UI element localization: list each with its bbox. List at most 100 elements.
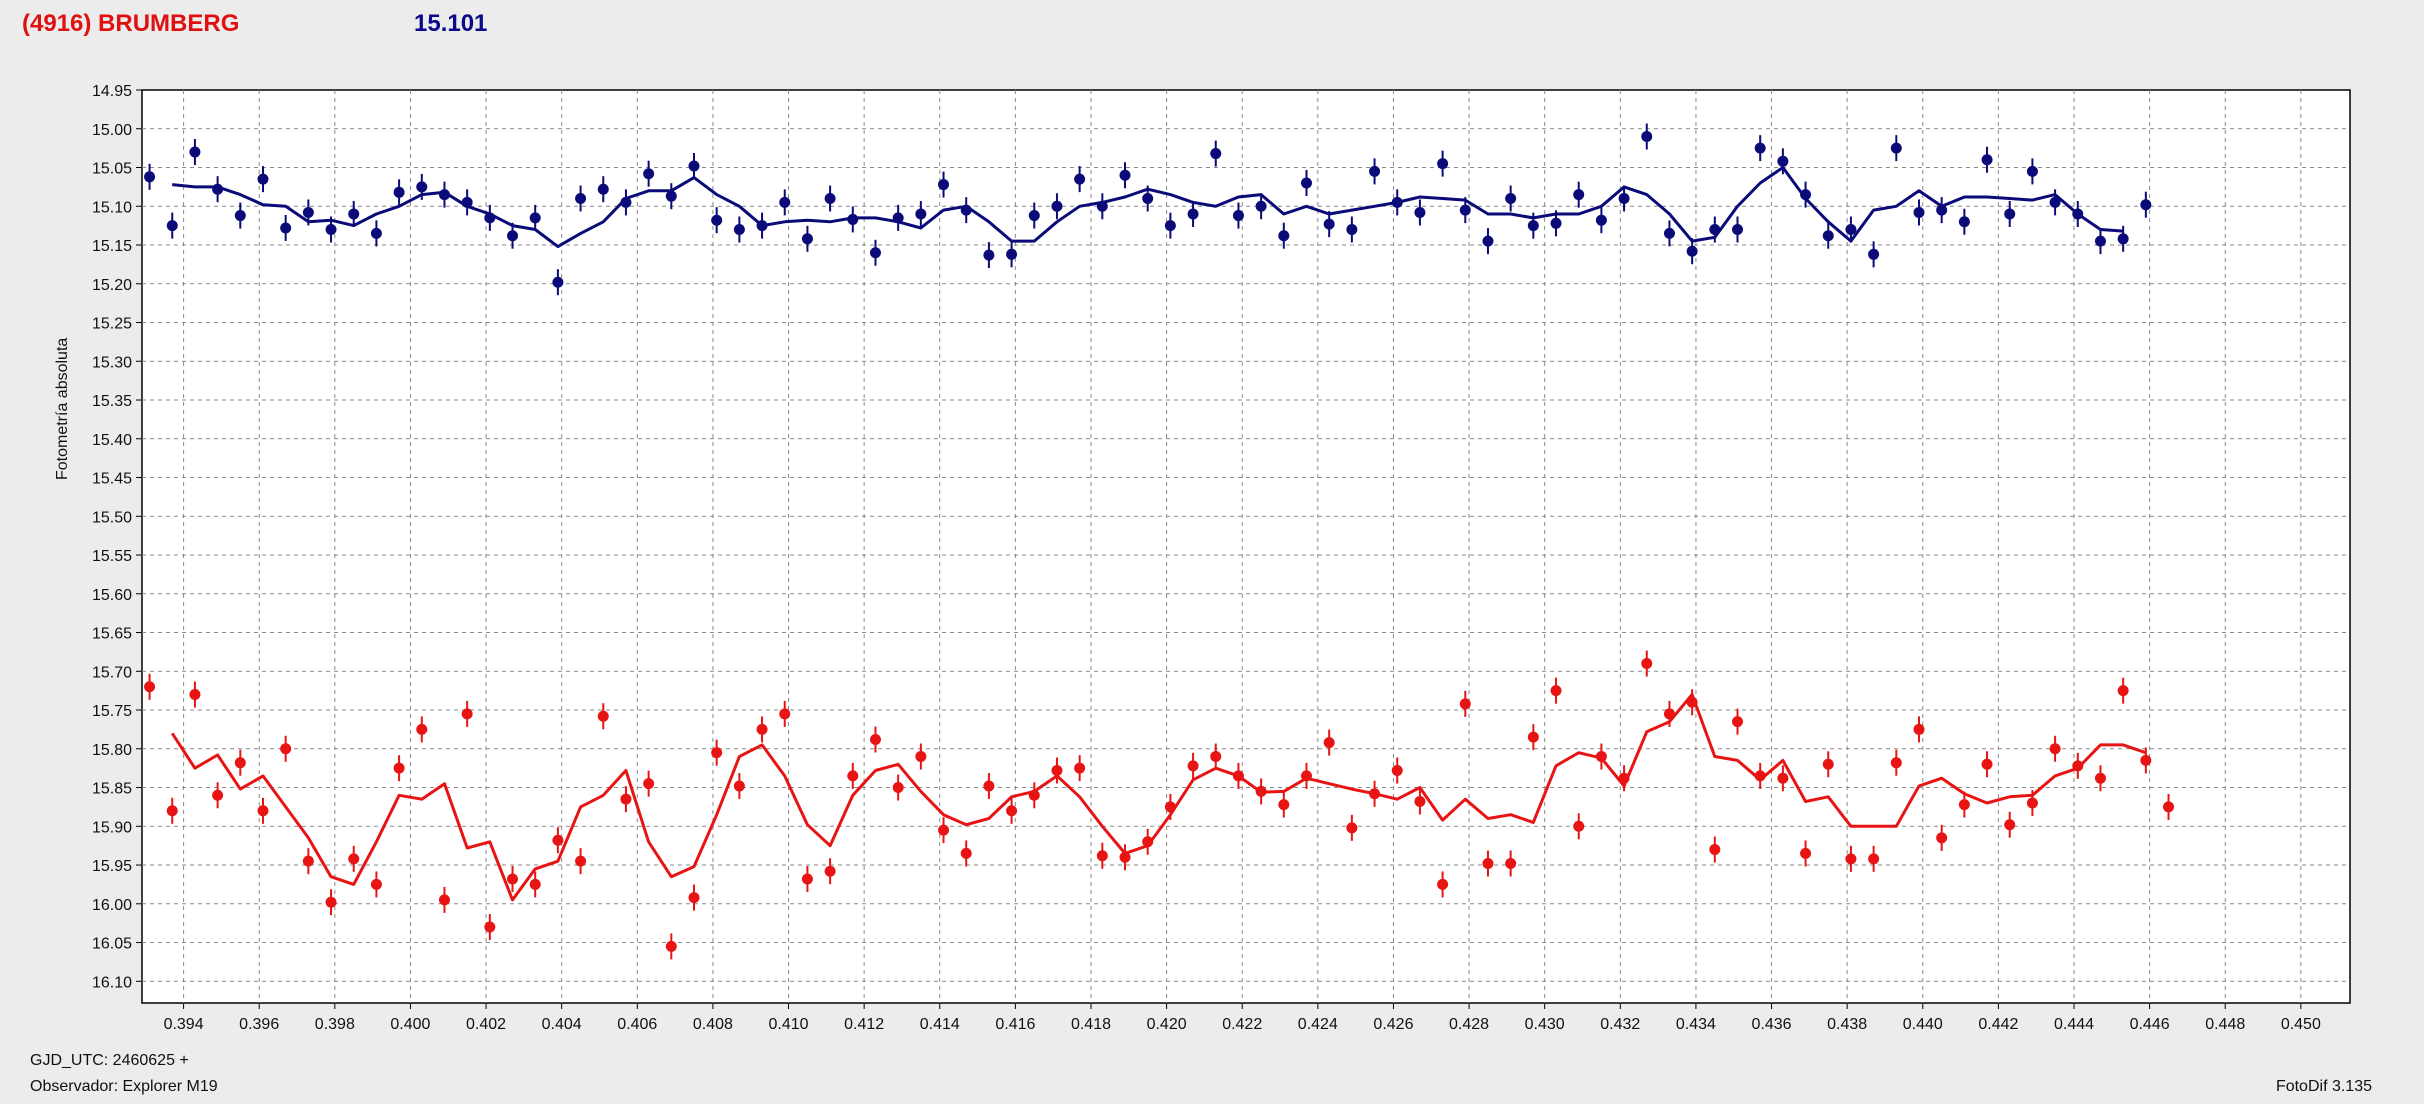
data-point <box>1732 216 1744 243</box>
point-marker <box>1595 751 1607 763</box>
data-point <box>1754 762 1766 789</box>
point-marker <box>1028 210 1040 222</box>
point-marker <box>257 805 269 817</box>
x-tick-label: 0.430 <box>1525 1016 1565 1033</box>
y-tick-label: 15.30 <box>92 354 132 371</box>
point-marker <box>1187 760 1199 772</box>
data-point <box>1414 788 1426 815</box>
data-point <box>1527 724 1539 751</box>
data-point <box>779 189 791 216</box>
data-point <box>983 242 995 269</box>
data-point <box>892 204 904 231</box>
data-point <box>1459 197 1471 224</box>
point-marker <box>665 190 677 202</box>
x-tick-label: 0.424 <box>1298 1016 1338 1033</box>
data-point <box>484 914 496 941</box>
data-point <box>1663 700 1675 727</box>
data-point <box>1618 765 1630 792</box>
data-point <box>1845 845 1857 872</box>
point-marker <box>1142 193 1154 205</box>
point-marker <box>688 160 700 172</box>
point-marker <box>824 193 836 205</box>
grid <box>142 90 2350 1003</box>
point-marker <box>416 181 428 193</box>
data-point <box>1527 212 1539 239</box>
data-point <box>824 185 836 212</box>
point-marker <box>756 220 768 232</box>
data-point <box>1777 765 1789 792</box>
point-marker <box>620 793 632 805</box>
point-marker <box>552 276 564 288</box>
point-marker <box>869 247 881 259</box>
point-marker <box>801 233 813 245</box>
point-marker <box>2004 208 2016 220</box>
point-marker <box>1709 844 1721 856</box>
point-marker <box>1709 224 1721 236</box>
x-tick-label: 0.422 <box>1222 1016 1262 1033</box>
point-marker <box>1437 158 1449 170</box>
point-marker <box>1958 216 1970 228</box>
point-marker <box>1164 801 1176 813</box>
point-marker <box>1845 224 1857 236</box>
data-point <box>1028 782 1040 809</box>
point-marker <box>393 762 405 774</box>
point-marker <box>507 230 519 242</box>
data-point <box>1686 238 1698 265</box>
point-marker <box>370 227 382 239</box>
data-point <box>1142 185 1154 212</box>
data-point <box>1709 836 1721 863</box>
data-point <box>1346 216 1358 243</box>
data-point <box>1232 762 1244 789</box>
point-marker <box>1300 770 1312 782</box>
point-marker <box>2026 797 2038 809</box>
data-point <box>1936 197 1948 224</box>
x-tick-label: 0.434 <box>1676 1016 1716 1033</box>
point-marker <box>915 751 927 763</box>
x-tick-label: 0.416 <box>995 1016 1035 1033</box>
data-point <box>1096 193 1108 220</box>
point-marker <box>915 208 927 220</box>
data-point <box>1369 158 1381 185</box>
point-marker <box>688 892 700 904</box>
data-point <box>484 204 496 231</box>
x-tick-label: 0.428 <box>1449 1016 1489 1033</box>
y-tick-label: 14.95 <box>92 83 132 100</box>
data-point <box>1346 814 1358 841</box>
data-point <box>1096 842 1108 869</box>
y-tick-label: 16.05 <box>92 936 132 953</box>
point-marker <box>1550 217 1562 229</box>
y-axis-label: Fotometría absoluta <box>54 337 71 480</box>
data-point <box>507 865 519 892</box>
point-marker <box>665 940 677 952</box>
point-marker <box>280 222 292 234</box>
data-point <box>1913 199 1925 226</box>
point-marker <box>643 778 655 790</box>
point-marker <box>1618 772 1630 784</box>
data-point <box>1028 202 1040 229</box>
y-tick-label: 15.05 <box>92 161 132 178</box>
data-point <box>643 160 655 187</box>
point-marker <box>484 212 496 224</box>
point-marker <box>1822 230 1834 242</box>
point-marker <box>166 805 178 817</box>
data-point <box>1505 850 1517 877</box>
data-point <box>212 176 224 203</box>
data-point <box>1958 791 1970 818</box>
data-point <box>1255 778 1267 805</box>
point-marker <box>1369 165 1381 177</box>
point-marker <box>257 173 269 185</box>
data-point <box>1732 708 1744 735</box>
data-point <box>665 183 677 210</box>
data-point <box>1754 135 1766 162</box>
data-point <box>1936 824 1948 851</box>
data-point <box>2140 747 2152 774</box>
y-tick-label: 15.55 <box>92 548 132 565</box>
data-point <box>1981 146 1993 173</box>
data-point <box>733 772 745 799</box>
point-marker <box>1414 795 1426 807</box>
point-marker <box>733 780 745 792</box>
point-marker <box>1142 836 1154 848</box>
data-point <box>869 239 881 266</box>
y-tick-label: 15.90 <box>92 819 132 836</box>
point-marker <box>2049 196 2061 208</box>
